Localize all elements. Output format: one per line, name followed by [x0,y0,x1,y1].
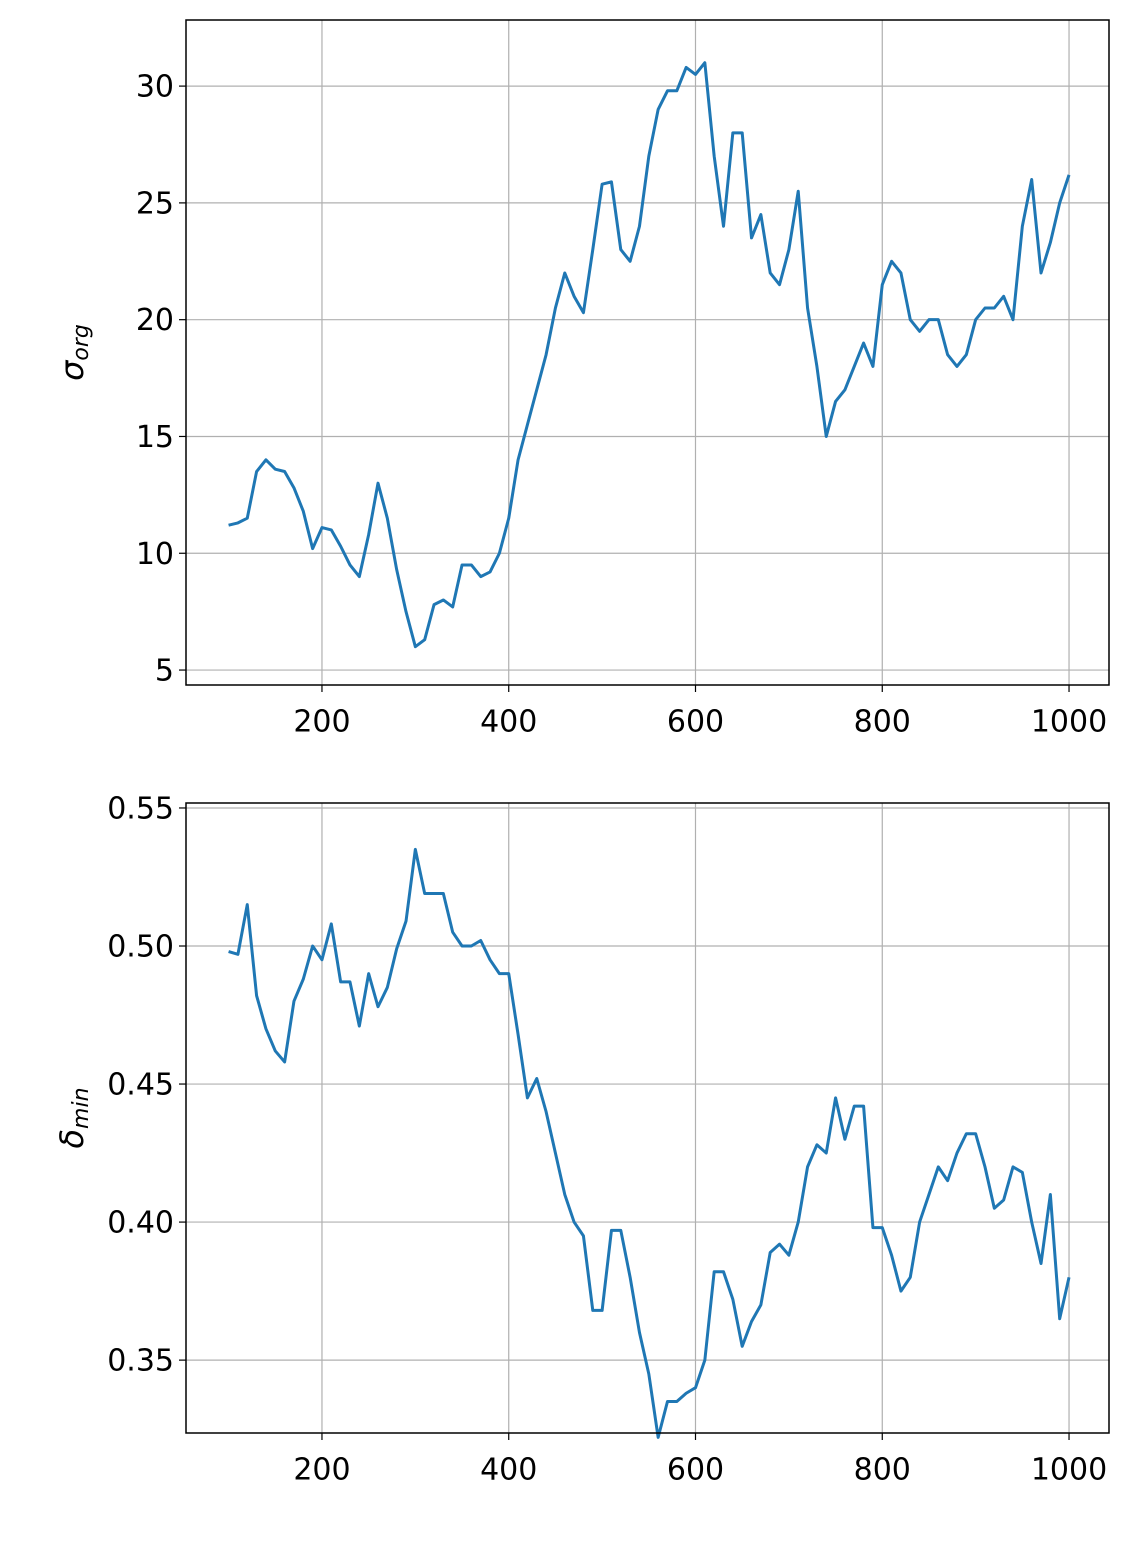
x-tick-label: 200 [293,705,350,740]
y-tick-label: 10 [136,537,174,572]
y-tick-label: 0.55 [107,791,174,826]
x-tick-label: 600 [667,705,724,740]
y-label-subscript: min [69,1087,94,1129]
x-tick-label: 200 [293,1453,350,1488]
x-tick-label: 1000 [1031,1453,1107,1488]
x-tick-label: 1000 [1031,705,1107,740]
y-label-subscript: org [69,324,94,361]
axes-frame [185,802,1110,1434]
y-tick-label: 30 [136,70,174,105]
y-axis-label: σorg [53,324,94,381]
y-label-symbol: σ [53,359,91,381]
x-tick-label: 600 [667,1453,724,1488]
x-tick-label: 400 [480,705,537,740]
x-tick-label: 800 [854,705,911,740]
data-line [228,847,1071,1439]
x-tick-label: 800 [854,1453,911,1488]
y-tick-label: 20 [136,303,174,338]
axes-frame [185,19,1110,686]
y-tick-label: 25 [136,186,174,221]
y-axis-label: δmin [53,1087,94,1148]
y-tick-label: 0.50 [107,930,174,965]
y-tick-label: 0.40 [107,1206,174,1241]
y-label-symbol: δ [53,1129,91,1149]
y-tick-label: 15 [136,420,174,455]
x-tick-label: 400 [480,1453,537,1488]
data-line [228,61,1071,649]
y-tick-label: 5 [155,654,174,689]
y-tick-label: 0.35 [107,1344,174,1379]
y-tick-label: 0.45 [107,1068,174,1103]
